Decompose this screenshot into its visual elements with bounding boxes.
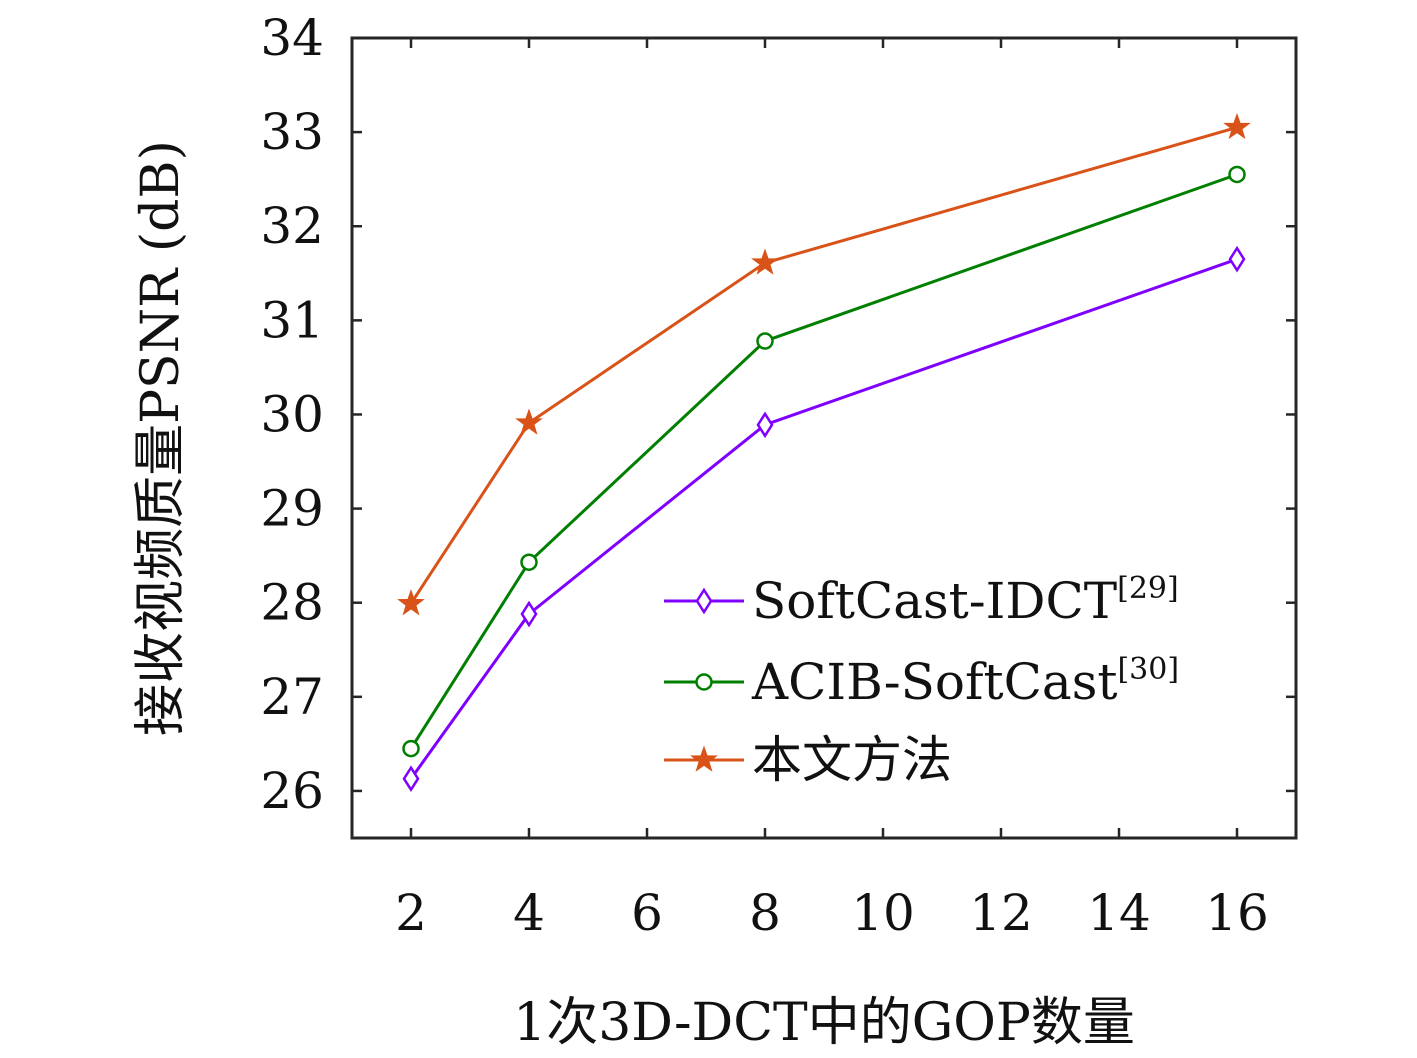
x-tick-label: 2 [395,884,427,942]
legend-reference: [29] [1117,571,1179,606]
y-tick-label: 33 [260,103,324,161]
legend-swatch-marker [695,673,713,691]
data-point-star [515,408,543,435]
legend-swatch-marker [690,745,718,772]
series-line [409,257,1238,780]
data-point-diamond [520,600,538,628]
series-line [409,125,1238,605]
y-tick-label: 34 [260,9,324,67]
data-point-diamond [1228,245,1246,273]
x-tick-label: 16 [1205,884,1269,942]
data-point-circle [1228,165,1246,184]
legend-label: SoftCast-IDCT[29] [752,571,1179,630]
y-tick-label: 27 [260,668,324,726]
legend-label: 本文方法 [752,731,952,789]
y-tick-label: 29 [260,480,324,538]
data-point-star [1223,112,1251,140]
x-tick-label: 6 [631,884,663,942]
x-tick-label: 4 [513,884,545,942]
data-point-star [397,589,425,616]
y-tick-label: 31 [260,291,324,349]
y-tick-label: 26 [260,762,324,820]
y-tick-label: 30 [260,385,324,443]
series-layer [397,112,1251,793]
legend-item: SoftCast-IDCT[29] [664,571,1179,630]
plot-area [350,36,1298,840]
x-tick-label: 10 [851,884,915,942]
legend-reference: [30] [1117,652,1179,687]
data-point-star [751,248,779,275]
y-axis-title: 接收视频质量PSNR (dB) [131,140,191,736]
data-point-circle [520,553,538,571]
legend-label: ACIB-SoftCast[30] [751,652,1179,711]
x-tick-label: 12 [969,884,1033,942]
axes-box [350,36,1298,840]
y-tick-label: 28 [260,574,324,632]
y-tick-label: 32 [260,197,324,255]
x-tick-label: 14 [1087,884,1151,942]
data-point-circle [756,332,774,350]
data-point-circle [402,739,420,758]
series-2 [402,165,1246,758]
x-axis-title: 1次3D-DCT中的GOP数量 [513,993,1135,1053]
data-point-diamond [402,765,420,793]
legend: SoftCast-IDCT[29] ACIB-SoftCast[30] 本文方法 [664,571,1179,789]
x-axis-ticks: 2 4 6 8 10 12 14 16 [395,38,1269,942]
x-tick-label: 8 [749,884,781,942]
y-axis-ticks: 26 27 28 29 30 31 32 33 34 [260,9,1296,820]
series-line [409,173,1238,750]
legend-swatch-marker [695,587,713,615]
legend-item: ACIB-SoftCast[30] [664,652,1179,711]
data-point-diamond [756,411,774,439]
legend-item: 本文方法 [664,731,952,789]
series-3 [397,112,1251,616]
series-1 [402,245,1246,793]
